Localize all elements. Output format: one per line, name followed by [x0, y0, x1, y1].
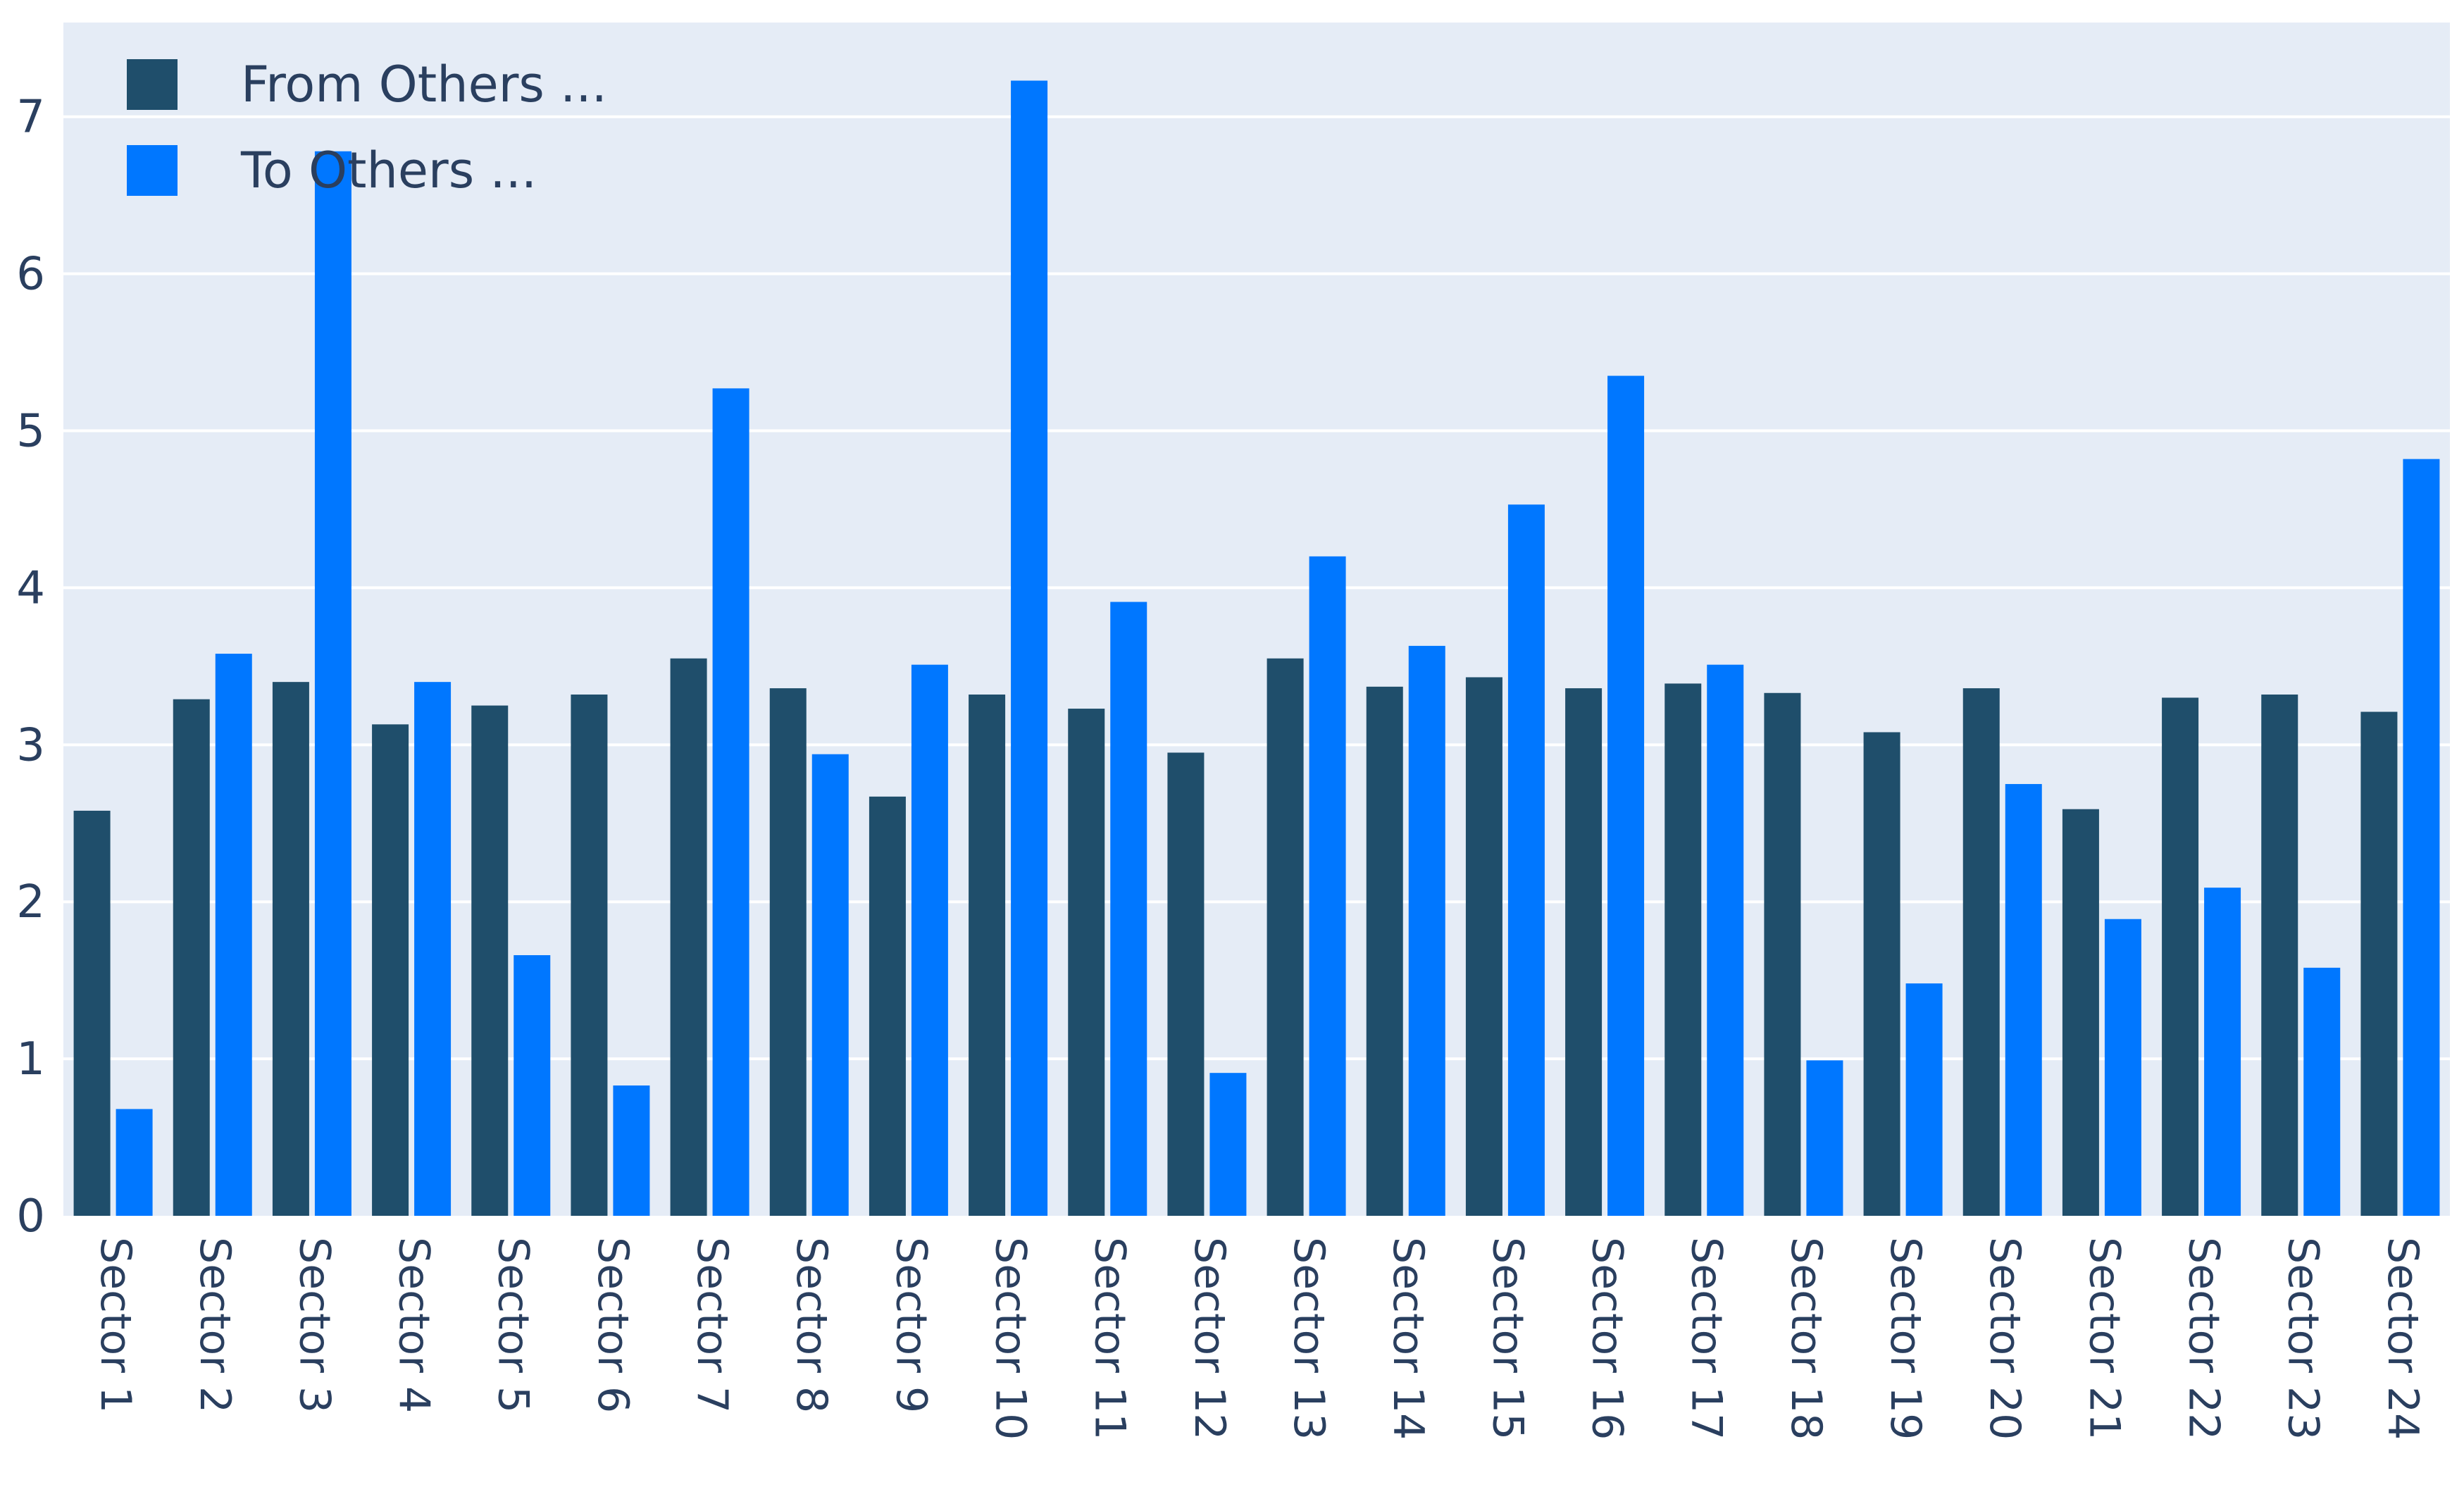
bar-to-others[interactable] — [215, 654, 252, 1216]
bar-to-others[interactable] — [1110, 602, 1147, 1216]
bars — [73, 80, 2440, 1216]
bar-from-others[interactable] — [73, 810, 111, 1216]
x-tick-label: Sector 18 — [1781, 1237, 1831, 1440]
bar-to-others[interactable] — [1607, 375, 1645, 1216]
bar-from-others[interactable] — [1167, 752, 1205, 1216]
bar-to-others[interactable] — [1507, 504, 1545, 1216]
bar-from-others[interactable] — [571, 694, 608, 1216]
x-tick-label: Sector 22 — [2179, 1237, 2228, 1440]
x-tick-label: Sector 17 — [1682, 1237, 1731, 1440]
x-tick-label: Sector 12 — [1185, 1237, 1234, 1440]
bar-from-others[interactable] — [372, 724, 409, 1216]
bar-to-others[interactable] — [1209, 1073, 1247, 1216]
bar-from-others[interactable] — [272, 682, 309, 1216]
x-tick-label: Sector 2 — [190, 1237, 239, 1413]
x-tick-label: Sector 7 — [687, 1237, 737, 1413]
bar-from-others[interactable] — [471, 705, 509, 1216]
plot-area — [63, 23, 2450, 1216]
legend-item[interactable]: To Others ... — [127, 142, 537, 199]
bar-from-others[interactable] — [1267, 658, 1304, 1216]
x-tick-label: Sector 1 — [91, 1237, 140, 1413]
x-axis-ticks: Sector 1 Sector 2 Sector 3 Sector 4 Sector 5… — [91, 1237, 2427, 1440]
y-axis-ticks: 0 1 2 3 4 5 6 7 — [16, 92, 45, 1243]
x-tick-label: Sector 8 — [787, 1237, 836, 1413]
x-tick-label: Sector 14 — [1383, 1237, 1433, 1440]
bar-from-others[interactable] — [1764, 692, 1801, 1216]
bar-to-others[interactable] — [1309, 556, 1346, 1216]
bar-to-others[interactable] — [116, 1109, 153, 1216]
legend-label: To Others ... — [240, 142, 537, 199]
x-tick-label: Sector 11 — [1085, 1237, 1135, 1440]
bar-to-others[interactable] — [613, 1085, 650, 1216]
bar-from-others[interactable] — [2261, 694, 2298, 1216]
y-tick-label: 0 — [16, 1190, 45, 1243]
x-tick-label: Sector 5 — [489, 1237, 538, 1413]
bar-to-others[interactable] — [1408, 645, 1445, 1216]
bar-to-others[interactable] — [1905, 983, 1943, 1216]
bar-from-others[interactable] — [769, 688, 807, 1216]
bar-to-others[interactable] — [1011, 80, 1048, 1216]
bar-to-others[interactable] — [2303, 967, 2341, 1216]
x-tick-label: Sector 20 — [1980, 1237, 2029, 1440]
x-tick-label: Sector 6 — [588, 1237, 637, 1413]
y-tick-label: 3 — [16, 719, 45, 771]
x-tick-label: Sector 9 — [886, 1237, 935, 1413]
bar-from-others[interactable] — [1863, 732, 1900, 1216]
bar-from-others[interactable] — [1665, 683, 1702, 1216]
legend-swatch — [127, 59, 178, 110]
bar-to-others[interactable] — [2005, 784, 2042, 1216]
x-tick-label: Sector 3 — [290, 1237, 339, 1413]
y-tick-label: 4 — [16, 562, 45, 614]
legend-item[interactable]: From Others ... — [127, 56, 607, 113]
gridlines — [63, 115, 2450, 1061]
x-tick-label: Sector 15 — [1483, 1237, 1532, 1440]
legend[interactable]: From Others ... To Others ... — [127, 56, 607, 199]
bar-from-others[interactable] — [1366, 686, 1403, 1216]
bar-from-others[interactable] — [173, 699, 210, 1216]
bar-from-others[interactable] — [670, 658, 707, 1216]
bar-to-others[interactable] — [314, 151, 351, 1216]
bar-from-others[interactable] — [1465, 677, 1502, 1216]
bar-from-others[interactable] — [1068, 709, 1105, 1216]
x-tick-label: Sector 13 — [1284, 1237, 1333, 1440]
y-tick-label: 7 — [16, 92, 45, 144]
x-tick-label: Sector 23 — [2279, 1237, 2328, 1440]
y-tick-label: 1 — [16, 1033, 45, 1085]
bar-from-others[interactable] — [2062, 809, 2099, 1216]
bar-from-others[interactable] — [969, 694, 1006, 1216]
bar-to-others[interactable] — [811, 754, 849, 1216]
x-tick-label: Sector 19 — [1881, 1237, 1930, 1440]
x-tick-label: Sector 16 — [1582, 1237, 1631, 1440]
legend-label: From Others ... — [241, 56, 607, 113]
bar-to-others[interactable] — [2403, 459, 2440, 1216]
x-tick-label: Sector 21 — [2079, 1237, 2129, 1440]
legend-swatch — [127, 145, 178, 196]
bar-to-others[interactable] — [414, 682, 452, 1216]
bar-to-others[interactable] — [2104, 919, 2141, 1216]
y-tick-label: 2 — [16, 876, 45, 928]
x-tick-label: Sector 10 — [985, 1237, 1035, 1440]
y-tick-label: 6 — [16, 249, 45, 301]
x-tick-label: Sector 24 — [2378, 1237, 2427, 1440]
bar-from-others[interactable] — [869, 796, 906, 1216]
bar-from-others[interactable] — [2162, 697, 2199, 1216]
bar-to-others[interactable] — [1806, 1060, 1843, 1216]
bar-to-others[interactable] — [1707, 664, 1744, 1216]
bar-to-others[interactable] — [2204, 888, 2241, 1216]
bar-to-others[interactable] — [514, 954, 551, 1216]
bar-from-others[interactable] — [2360, 711, 2398, 1216]
bar-from-others[interactable] — [1565, 688, 1603, 1216]
x-tick-label: Sector 4 — [389, 1237, 438, 1413]
y-tick-label: 5 — [16, 406, 45, 458]
bar-to-others[interactable] — [712, 388, 749, 1216]
bar-to-others[interactable] — [911, 664, 948, 1216]
bar-from-others[interactable] — [1962, 688, 2000, 1216]
